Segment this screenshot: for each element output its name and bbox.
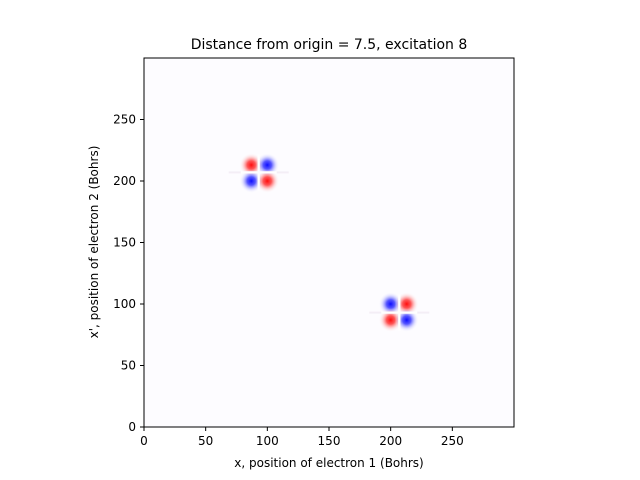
x-tick-label: 0 — [140, 434, 148, 448]
chart-title: Distance from origin = 7.5, excitation 8 — [191, 37, 468, 53]
lobe-cluster-2 — [369, 292, 430, 332]
lobe-negative — [394, 307, 419, 332]
y-tick-label: 250 — [113, 113, 136, 127]
heatmap-layer — [228, 153, 430, 332]
x-tick-label: 200 — [379, 434, 402, 448]
x-axis: 0 50 100 150 200 250 — [140, 427, 464, 448]
x-tick-label: 250 — [441, 434, 464, 448]
y-tick-label: 100 — [113, 297, 136, 311]
y-axis: 0 50 100 150 200 250 — [113, 113, 144, 434]
lobe-cluster-1 — [228, 153, 289, 193]
x-tick-label: 50 — [198, 434, 213, 448]
y-tick-label: 150 — [113, 236, 136, 250]
x-tick-label: 100 — [256, 434, 279, 448]
y-axis-label: x', position of electron 2 (Bohrs) — [87, 146, 101, 339]
lobe-positive — [255, 169, 280, 193]
y-tick-label: 50 — [121, 359, 136, 373]
x-axis-label: x, position of electron 1 (Bohrs) — [234, 456, 423, 470]
y-tick-label: 200 — [113, 174, 136, 188]
plot-background — [144, 58, 514, 427]
x-tick-label: 150 — [318, 434, 341, 448]
y-tick-label: 0 — [128, 420, 136, 434]
